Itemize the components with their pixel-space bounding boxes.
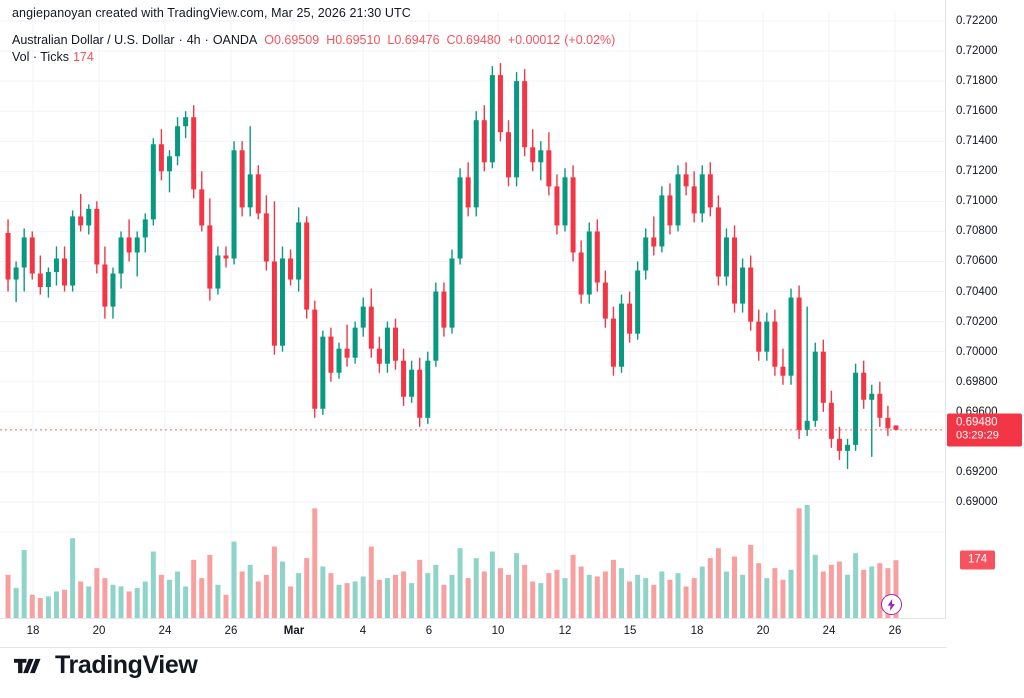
legend-close-key: C: [446, 33, 456, 47]
legend-high-key: H: [326, 33, 336, 47]
price-tick-label: 0.71200: [956, 165, 998, 178]
price-tick-label: 0.69000: [956, 495, 998, 508]
price-tick-label: 0.70600: [956, 255, 998, 268]
legend-change-absolute: +0.00012: [507, 33, 561, 47]
chart-legend: Australian Dollar / U.S. Dollar · 4h · OANDA…: [12, 32, 615, 66]
price-tick-label: 0.71400: [956, 135, 998, 148]
replay-bolt-icon[interactable]: [881, 594, 902, 615]
time-tick-label: 24: [822, 625, 836, 637]
legend-open-key: O: [264, 33, 274, 47]
legend-open-value: 0.69509: [274, 33, 320, 47]
time-tick-label: 24: [158, 625, 172, 637]
lightning-glyph: [887, 598, 895, 611]
tradingview-wordmark: TradingView: [55, 651, 198, 679]
last-price-value: 0.69480: [956, 416, 998, 429]
price-tick-label: 0.70200: [956, 315, 998, 328]
time-tick-label: 20: [92, 625, 106, 637]
time-tick-label: 6: [425, 625, 433, 637]
legend-close-value: 0.69480: [455, 33, 501, 47]
legend-high-value: 0.69510: [335, 33, 381, 47]
price-tick-label: 0.72000: [956, 45, 998, 58]
time-tick-label: 26: [888, 625, 902, 637]
attribution-text: angiepanoyan created with TradingView.co…: [12, 6, 411, 20]
bar-countdown: 03:29:29: [956, 429, 999, 442]
last-price-badge[interactable]: 0.69480 03:29:29: [947, 413, 1022, 447]
legend-low-value: 0.69476: [394, 33, 440, 47]
candlestick-svg: [0, 12, 946, 618]
price-tick-label: 0.71000: [956, 195, 998, 208]
legend-symbol[interactable]: Australian Dollar / U.S. Dollar: [12, 33, 175, 47]
chart-plot-area[interactable]: [0, 12, 946, 618]
price-tick-label: 0.69800: [956, 375, 998, 388]
price-tick-label: 0.70000: [956, 345, 998, 358]
price-tick-label: 0.71600: [956, 105, 998, 118]
volume-value-badge[interactable]: 174: [960, 550, 996, 570]
price-tick-label: 0.71800: [956, 75, 998, 88]
time-tick-label: 20: [756, 625, 770, 637]
price-tick-label: 0.70800: [956, 225, 998, 238]
time-tick-label: 18: [26, 625, 40, 637]
time-scale[interactable]: 18 20 24 26 Mar 4 6 10 12 15 18 20 24 26: [0, 618, 946, 648]
legend-low-key: L: [387, 33, 395, 47]
time-tick-label: 4: [359, 625, 367, 637]
legend-exchange: OANDA: [212, 33, 258, 47]
time-tick-label: Mar: [283, 625, 305, 637]
legend-volume-label[interactable]: Vol · Ticks: [12, 50, 69, 64]
time-tick-label: 18: [690, 625, 704, 637]
legend-volume-row: Vol · Ticks 174: [12, 49, 615, 66]
legend-interval[interactable]: 4h: [186, 33, 201, 47]
legend-change-percent: (+0.02%): [564, 33, 616, 47]
time-tick-label: 12: [558, 625, 572, 637]
legend-volume-value: 174: [72, 50, 94, 64]
time-tick-label: 10: [491, 625, 505, 637]
price-scale[interactable]: 0.72200 0.72000 0.71800 0.71600 0.71400 0.712…: [945, 0, 1024, 646]
tradingview-mark-icon: [14, 658, 41, 673]
tradingview-footer-logo: TradingView: [14, 651, 198, 679]
price-tick-label: 0.69200: [956, 465, 998, 478]
price-tick-label: 0.70400: [956, 285, 998, 298]
time-tick-label: 15: [623, 625, 637, 637]
legend-sep-1: ·: [178, 33, 183, 47]
time-tick-label: 26: [224, 625, 238, 637]
legend-sep-2: ·: [204, 33, 209, 47]
price-tick-label: 0.72200: [956, 15, 998, 28]
legend-main-row: Australian Dollar / U.S. Dollar · 4h · OANDA…: [12, 32, 615, 49]
